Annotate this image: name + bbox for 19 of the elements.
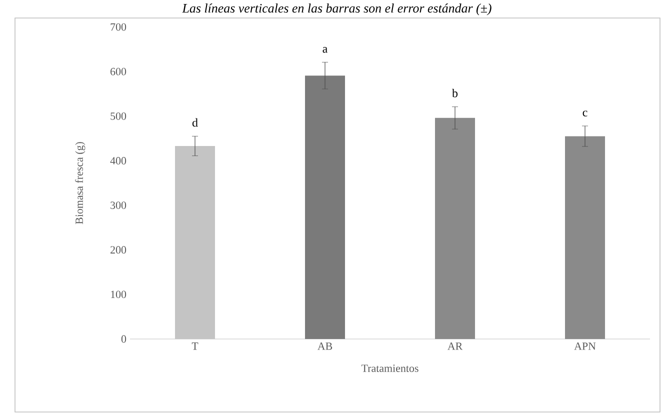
y-tick-label: 500 (110, 112, 126, 120)
x-tick-label: AR (448, 342, 463, 350)
y-tick-label: 200 (110, 246, 126, 254)
x-axis-title: Tratamientos (361, 364, 418, 372)
annotation: c (582, 110, 588, 116)
x-tick-label: T (192, 342, 198, 350)
y-tick-label: 300 (110, 202, 126, 209)
annotation: d (192, 118, 198, 127)
y-tick-label: 600 (110, 68, 126, 76)
y-axis-title: Biomasa fresca (g) (75, 142, 86, 224)
annotation: a (322, 46, 328, 53)
y-tick-label: 0 (121, 335, 126, 343)
x-tick-label: APN (574, 342, 596, 350)
y-tick-label: 100 (111, 290, 126, 298)
annotation: b (452, 88, 458, 98)
x-tick-label: AB (318, 342, 332, 350)
y-tick-label: 700 (110, 23, 126, 31)
y-tick-label: 400 (110, 157, 126, 164)
text: Las líneas verticales en las barras son el error estándar (±) (182, 4, 492, 16)
